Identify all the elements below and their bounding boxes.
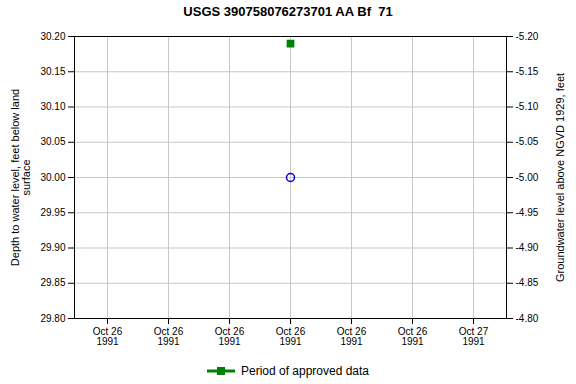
svg-text:-4.90: -4.90: [516, 242, 539, 253]
svg-text:Oct 261991: Oct 261991: [154, 326, 184, 347]
svg-text:-5.20: -5.20: [516, 31, 539, 42]
svg-text:Oct 261991: Oct 261991: [337, 326, 367, 347]
svg-text:Depth to water level, feet bel: Depth to water level, feet below landsur…: [9, 89, 32, 266]
svg-text:30.15: 30.15: [40, 66, 65, 77]
svg-text:Oct 261991: Oct 261991: [276, 326, 306, 347]
svg-text:-4.85: -4.85: [516, 277, 539, 288]
svg-text:Oct 261991: Oct 261991: [398, 326, 428, 347]
svg-text:Oct 271991: Oct 271991: [459, 326, 489, 347]
svg-text:29.85: 29.85: [40, 277, 65, 288]
svg-text:Oct 261991: Oct 261991: [215, 326, 245, 347]
svg-text:-4.95: -4.95: [516, 207, 539, 218]
html-text:Period of approved data: Period of approved data: [241, 364, 369, 378]
svg-text:Oct 261991: Oct 261991: [93, 326, 123, 347]
svg-text:-5.15: -5.15: [516, 66, 539, 77]
svg-text:-4.80: -4.80: [516, 313, 539, 324]
svg-text:-5.10: -5.10: [516, 101, 539, 112]
svg-text:Groundwater level above NGVD 1: Groundwater level above NGVD 1929, feet: [554, 73, 566, 282]
svg-text:30.10: 30.10: [40, 101, 65, 112]
svg-text:-5.05: -5.05: [516, 136, 539, 147]
svg-text:29.90: 29.90: [40, 242, 65, 253]
html-text:USGS 390758076273701 AA Bf 71: USGS 390758076273701 AA Bf 71: [183, 4, 393, 19]
svg-text:29.80: 29.80: [40, 313, 65, 324]
svg-text:30.00: 30.00: [40, 172, 65, 183]
svg-text:-5.00: -5.00: [516, 172, 539, 183]
svg-text:30.20: 30.20: [40, 31, 65, 42]
svg-text:29.95: 29.95: [40, 207, 65, 218]
svg-text:30.05: 30.05: [40, 136, 65, 147]
